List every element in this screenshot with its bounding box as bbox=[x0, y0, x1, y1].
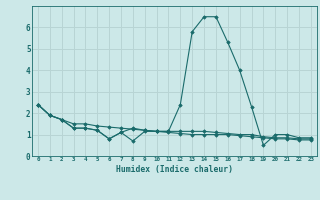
X-axis label: Humidex (Indice chaleur): Humidex (Indice chaleur) bbox=[116, 165, 233, 174]
